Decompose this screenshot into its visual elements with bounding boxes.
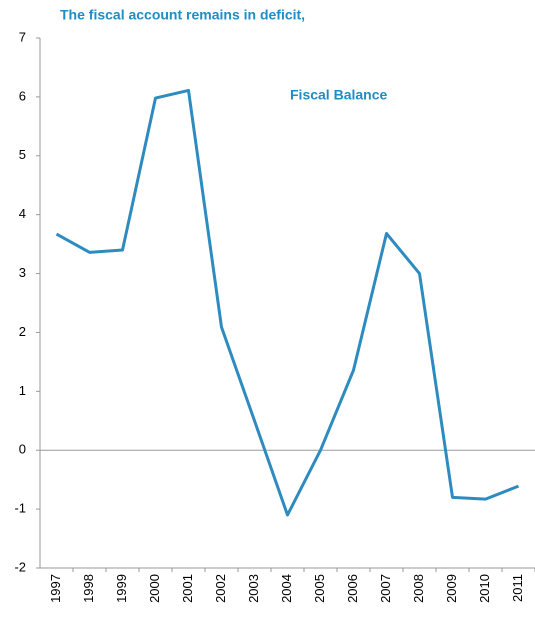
x-tick-label: 2011 — [510, 574, 525, 602]
x-tick-label: 2000 — [147, 574, 162, 603]
y-tick-label: 7 — [19, 29, 26, 44]
x-tick-label: 2010 — [477, 574, 492, 603]
x-tick-label: 2002 — [213, 574, 228, 603]
x-tick-label: 1997 — [48, 574, 63, 603]
x-tick-label: 1999 — [114, 574, 129, 603]
y-tick-label: 1 — [19, 383, 26, 398]
x-tick-label: 2004 — [279, 574, 294, 603]
y-tick-label: 6 — [19, 88, 26, 103]
y-tick-label: -1 — [14, 501, 26, 516]
y-tick-label: 3 — [19, 265, 26, 280]
y-tick-label: 0 — [19, 442, 26, 457]
x-tick-label: 2008 — [411, 574, 426, 603]
x-tick-label: 2007 — [378, 574, 393, 603]
annotation: Fiscal Balance — [290, 87, 387, 103]
x-tick-label: 2006 — [345, 574, 360, 603]
y-tick-label: 5 — [19, 147, 26, 162]
x-tick-label: 2005 — [312, 574, 327, 603]
x-tick-label: 2001 — [180, 574, 195, 603]
x-tick-label: 1998 — [81, 574, 96, 603]
series-line — [55, 88, 520, 517]
x-tick-label: 2009 — [444, 574, 459, 603]
x-tick-label: 2003 — [246, 574, 261, 603]
y-tick-label: 2 — [19, 324, 26, 339]
chart-title: The fiscal account remains in deficit, — [60, 7, 305, 23]
y-tick-label: -2 — [14, 559, 26, 574]
y-tick-label: 4 — [19, 206, 26, 221]
